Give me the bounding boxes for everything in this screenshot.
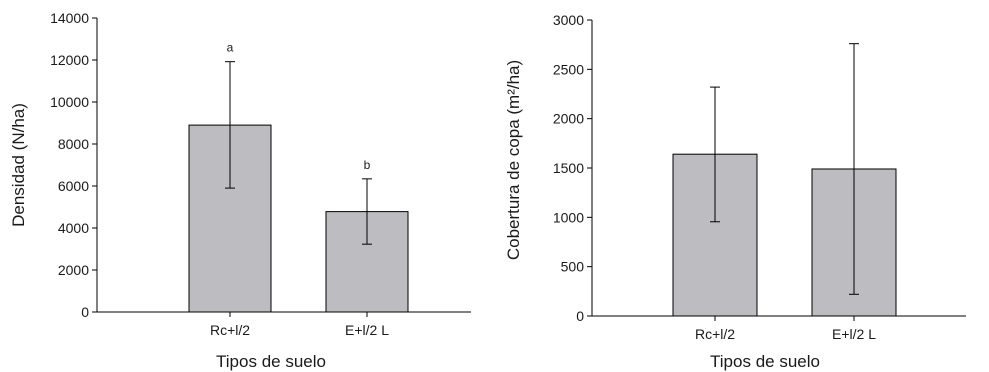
y-tick-label: 0	[576, 308, 584, 324]
y-tick-label: 10000	[50, 94, 89, 110]
y-axis-title: Cobertura de copa (m²/ha)	[504, 60, 523, 260]
y-tick-label: 1500	[553, 160, 584, 176]
y-tick-label: 0	[81, 304, 89, 320]
significance-label: a	[227, 41, 234, 55]
chart-density: Densidad (N/ha) Tipos de suelo 0 2000 4000…	[9, 10, 471, 371]
y-tick-label: 3000	[553, 12, 584, 28]
y-tick-label: 2000	[553, 111, 584, 127]
y-tick-label: 8000	[58, 136, 89, 152]
y-tick-label: 2500	[553, 61, 584, 77]
y-axis-title: Densidad (N/ha)	[9, 103, 28, 227]
y-tick-label: 4000	[58, 220, 89, 236]
x-tick-label: Rc+l/2	[210, 322, 250, 338]
y-tick-label: 14000	[50, 10, 89, 26]
y-tick-label: 12000	[50, 52, 89, 68]
y-tick-label: 2000	[58, 262, 89, 278]
significance-label: b	[364, 158, 371, 172]
y-tick-label: 1000	[553, 209, 584, 225]
chart-crown-cover: Cobertura de copa (m²/ha) Tipos de suelo…	[504, 12, 966, 371]
x-tick-label: E+l/2 L	[832, 326, 876, 342]
x-axis-title: Tipos de suelo	[216, 352, 326, 371]
y-tick-label: 500	[561, 259, 585, 275]
y-tick-label: 6000	[58, 178, 89, 194]
x-axis-title: Tipos de suelo	[710, 352, 820, 371]
x-tick-label: E+l/2 L	[345, 322, 389, 338]
x-tick-label: Rc+l/2	[695, 326, 735, 342]
